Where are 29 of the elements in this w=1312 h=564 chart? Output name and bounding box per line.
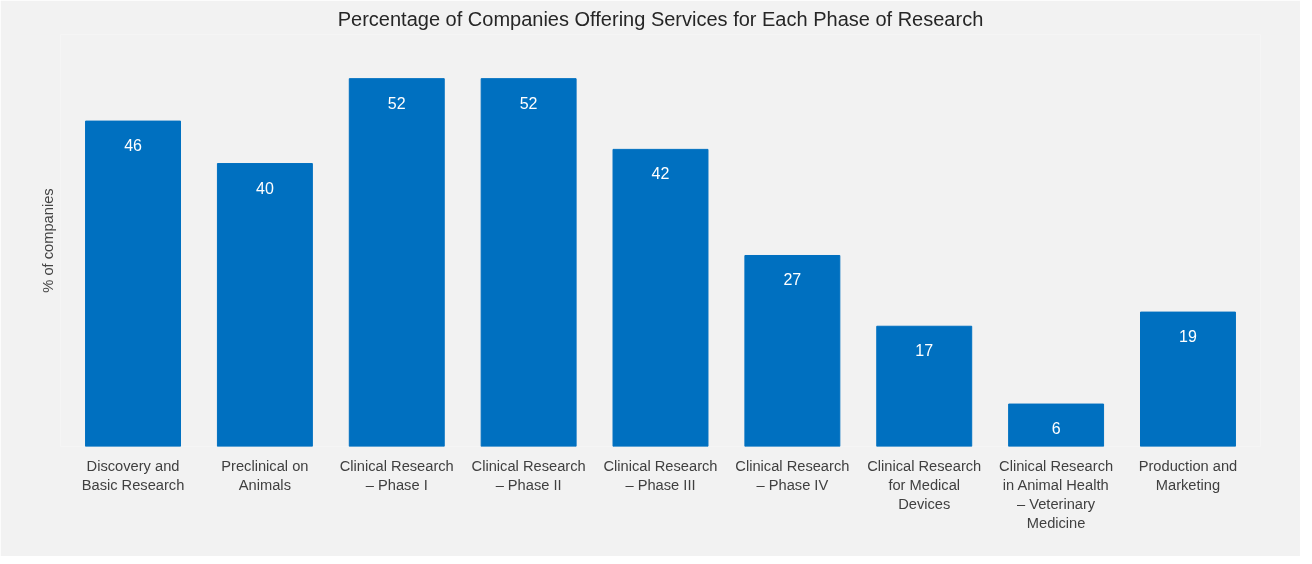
bar: [1140, 311, 1236, 447]
x-tick-label: Clinical Research – Phase I: [339, 457, 454, 493]
bar: [85, 120, 181, 447]
chart-title: Percentage of Companies Offering Services for Each Phase of Research: [337, 7, 984, 30]
data-label: 40: [256, 179, 274, 197]
x-tick-label: Clinical Research – Phase II: [471, 457, 586, 493]
data-label: 19: [1179, 328, 1197, 346]
data-label: 42: [651, 165, 670, 183]
data-label: 6: [1051, 420, 1061, 438]
y-axis-title: % of companies: [39, 188, 56, 293]
bar: [744, 255, 841, 447]
bar: [1008, 403, 1105, 447]
x-tick-label: Production and Marketing: [1138, 457, 1238, 493]
bar: [348, 78, 445, 447]
x-tick-label: Clinical Research in Animal Health – Veterinary Medicine: [999, 457, 1114, 532]
data-label: 46: [124, 137, 143, 155]
bar: [876, 325, 973, 447]
x-tick-label: Clinical Research – Phase III: [603, 457, 718, 493]
x-tick-label: Discovery and Basic Research: [81, 457, 185, 493]
data-label: 52: [519, 94, 538, 112]
x-tick-label: Clinical Research – Phase IV: [735, 457, 850, 493]
bar: [480, 78, 577, 447]
bar: [216, 163, 313, 447]
data-label: 27: [783, 271, 802, 289]
x-tick-label: Clinical Research for Medical Devices: [867, 457, 982, 512]
data-label: 52: [387, 94, 406, 112]
data-label: 17: [915, 342, 934, 360]
x-tick-label: Preclinical on Animals: [221, 457, 309, 493]
bar: [612, 148, 709, 447]
